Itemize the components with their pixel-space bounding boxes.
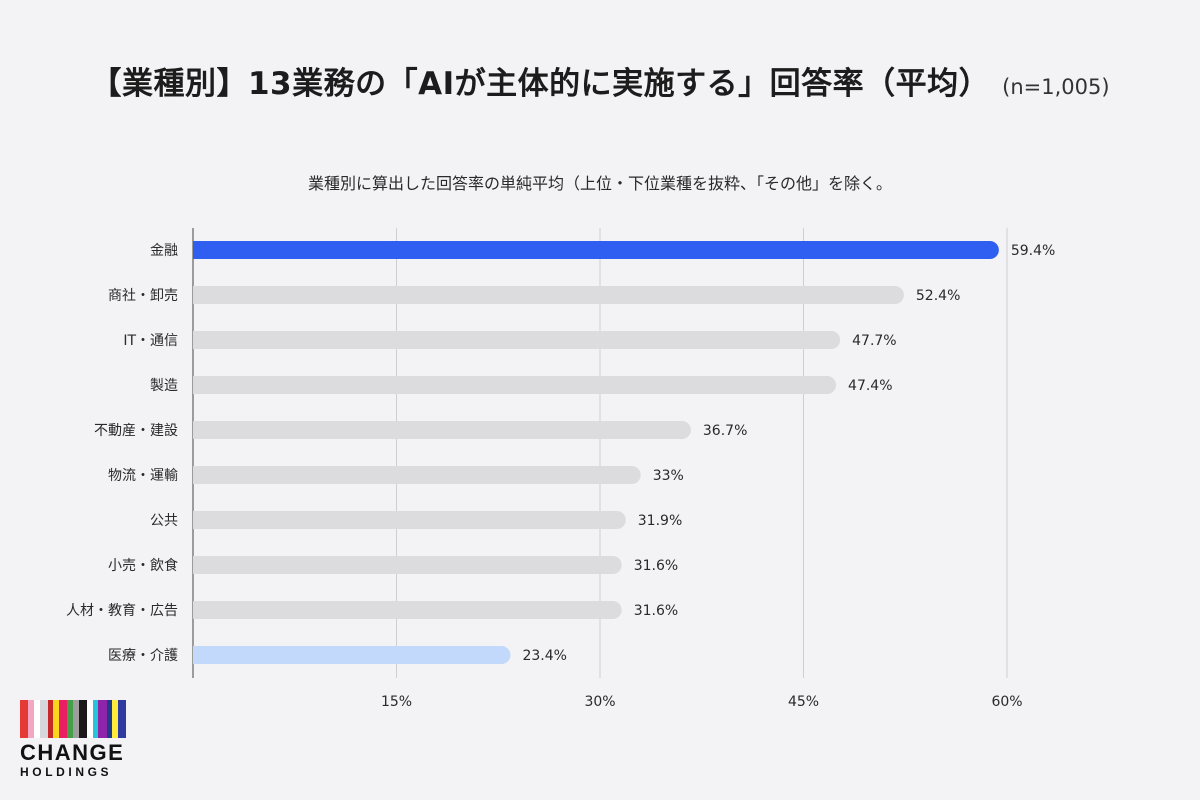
logo-stripe	[92, 700, 99, 738]
value-label: 23.4%	[522, 648, 566, 664]
logo-stripe	[73, 700, 79, 738]
bar-cap	[193, 286, 211, 304]
value-label: 36.7%	[703, 423, 747, 439]
logo-stripe	[47, 700, 54, 738]
bar	[193, 421, 691, 439]
logo-wordmark: CHANGE	[20, 740, 125, 765]
category-label: IT・通信	[123, 333, 178, 349]
value-label: 52.4%	[916, 288, 960, 304]
category-label: 商社・卸売	[108, 288, 178, 304]
logo-stripe	[98, 700, 107, 738]
bar	[193, 241, 999, 259]
x-tick-label: 45%	[788, 694, 819, 710]
bar-cap	[193, 376, 211, 394]
bar	[193, 331, 841, 349]
logo-stripe	[33, 700, 40, 738]
value-label: 47.4%	[848, 378, 892, 394]
bar-cap	[193, 646, 211, 664]
logo-stripes	[20, 700, 127, 738]
value-label: 31.9%	[638, 513, 682, 529]
chart-subtitle: 業種別に算出した回答率の単純平均（上位・下位業種を抜粋、「その他」を除く。	[307, 174, 892, 193]
bar	[193, 511, 626, 529]
logo-stripe	[78, 700, 87, 738]
logo-stripe	[112, 700, 118, 738]
bar	[193, 601, 622, 619]
bar-cap	[193, 421, 211, 439]
category-label: 小売・飲食	[108, 557, 178, 574]
bar-cap	[193, 466, 211, 484]
bar-cap	[193, 601, 211, 619]
value-label: 33%	[653, 468, 684, 484]
logo-subtext: HOLDINGS	[20, 765, 113, 779]
category-label: 人材・教育・広告	[66, 603, 178, 619]
logo-stripe	[20, 700, 29, 738]
value-label: 31.6%	[634, 558, 678, 574]
logo-stripe	[117, 700, 127, 738]
bar-cap	[193, 511, 211, 529]
logo-stripe	[106, 700, 113, 738]
value-label: 59.4%	[1011, 243, 1055, 259]
logo-stripe	[86, 700, 93, 738]
value-label: 47.7%	[852, 333, 896, 349]
logo-stripe	[59, 700, 68, 738]
bar	[193, 286, 904, 304]
x-tick-label: 30%	[584, 694, 615, 710]
category-label: 医療・介護	[108, 647, 178, 664]
logo-stripe	[39, 700, 48, 738]
category-label: 製造	[150, 378, 178, 394]
chart-title-row: 【業種別】13業務の「AIが主体的に実施する」回答率（平均） (n=1,005)	[0, 58, 1200, 103]
bar	[193, 466, 641, 484]
bar-cap	[193, 331, 211, 349]
bar-cap	[193, 241, 211, 259]
sample-size: (n=1,005)	[1002, 75, 1110, 99]
category-label: 公共	[150, 513, 178, 529]
bar	[193, 646, 511, 664]
category-label: 物流・運輸	[108, 468, 178, 484]
x-tick-label: 15%	[381, 694, 412, 710]
logo-stripe	[28, 700, 34, 738]
chart-title: 【業種別】13業務の「AIが主体的に実施する」回答率（平均）	[90, 66, 991, 102]
logo-stripe	[67, 700, 74, 738]
bar	[193, 376, 837, 394]
company-logo: CHANGE HOLDINGS	[20, 700, 130, 780]
logo-stripe	[53, 700, 60, 738]
category-label: 不動産・建設	[94, 423, 178, 439]
category-label: 金融	[150, 243, 178, 259]
bar	[193, 556, 622, 574]
bar-cap	[193, 556, 211, 574]
value-label: 31.6%	[634, 603, 678, 619]
x-tick-label: 60%	[991, 694, 1022, 710]
